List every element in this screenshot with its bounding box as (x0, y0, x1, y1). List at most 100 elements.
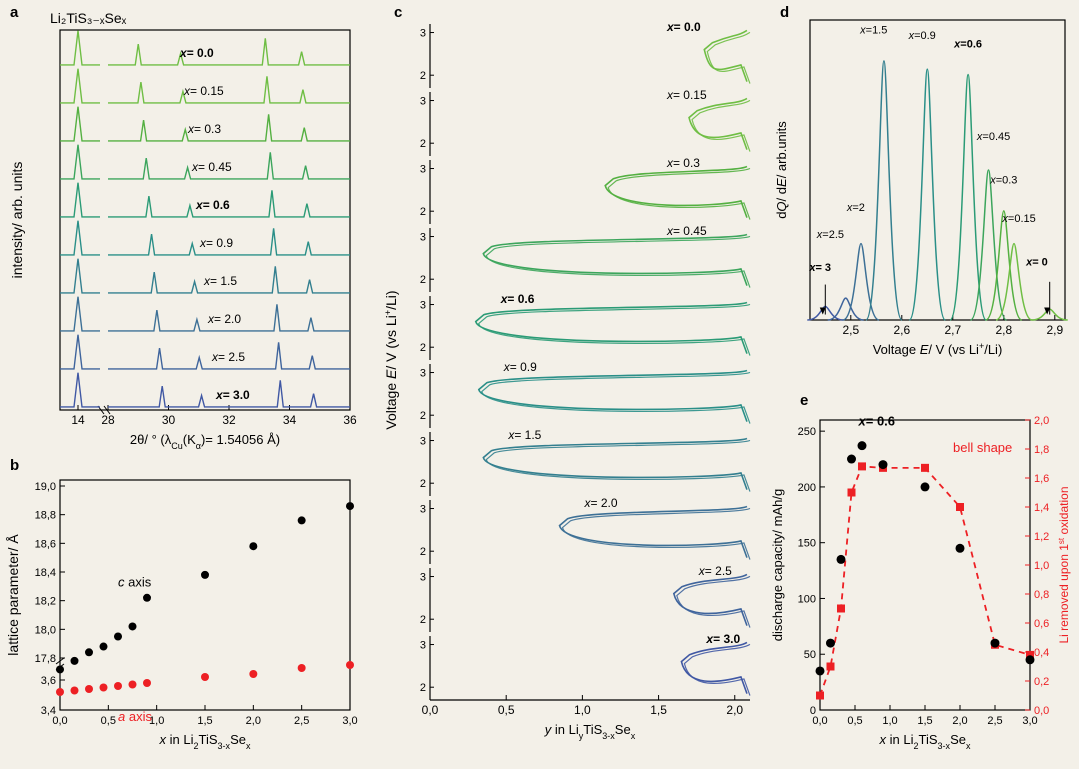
panel-e-ytick-left: 150 (798, 538, 816, 550)
xrd-curve-label: x= 1.5 (203, 274, 237, 288)
panel-e-xtick: 2,5 (987, 715, 1002, 727)
panel-d-xtick: 2,6 (893, 323, 910, 337)
dqde-peak (866, 61, 902, 320)
xrd-curve-label: x= 0.9 (199, 236, 233, 250)
panel-e-ytick-right: 0,4 (1034, 647, 1049, 659)
xrd-curve-label: x= 0.45 (191, 160, 232, 174)
panel-b-xtick: 0,5 (101, 715, 116, 727)
panel-c-ytick: 2 (420, 478, 426, 490)
cv-curve (681, 642, 747, 693)
capacity-point (816, 666, 825, 675)
cv-label: x= 0.15 (666, 88, 707, 102)
a-axis-point (143, 679, 151, 687)
cv-curve (689, 98, 747, 149)
li-removed-line (820, 466, 1030, 695)
panel-a-xtick: 34 (283, 413, 297, 427)
a-axis-point (129, 681, 137, 689)
dqde-peak (950, 75, 986, 320)
panel-c-xtick: 1,5 (650, 703, 667, 717)
panel-e-ytick-right: 1,2 (1034, 531, 1049, 543)
panel-e-ytick-right: 0,2 (1034, 676, 1049, 688)
li-removed-point (837, 605, 845, 613)
dqde-label: x=0.3 (989, 175, 1017, 187)
cv-label: x= 2.0 (584, 496, 618, 510)
panel-c-xtick: 0,0 (422, 703, 439, 717)
panel-b-ytick: 18,0 (35, 624, 56, 636)
panel-e-ytick-left: 0 (810, 705, 816, 717)
c-axis-point (143, 594, 151, 602)
panel-e-ytick-right: 1,0 (1034, 560, 1049, 572)
panel-b-xtick: 1,5 (197, 715, 212, 727)
xrd-curve-label: x= 0.0 (179, 46, 214, 60)
dqde-peak (909, 69, 945, 320)
cv-curve-2 (482, 372, 750, 423)
li-removed-point (858, 462, 866, 470)
panel-d-xtick: 2,9 (1046, 323, 1063, 337)
panel-d-xtick: 2,5 (842, 323, 859, 337)
panel-e-ytick-right: 1,4 (1034, 502, 1049, 514)
panel-e-xtick: 1,0 (882, 715, 897, 727)
a-axis-point (85, 685, 93, 693)
xrd-curve-label: x= 0.15 (183, 84, 224, 98)
li-removed-point (827, 663, 835, 671)
xrd-curve-label: x= 2.0 (207, 312, 241, 326)
dqde-label: x= 3 (808, 262, 831, 274)
capacity-point (991, 639, 1000, 648)
li-removed-point (848, 489, 856, 497)
panel-c-ytick: 3 (420, 572, 426, 584)
c-axis-point (100, 643, 108, 651)
panel-e-ylabel-left: discharge capacity/ mAh/g (770, 489, 785, 641)
cv-label: x= 0.3 (666, 156, 700, 170)
panel-d-xtick: 2,7 (944, 323, 961, 337)
panel-a-xtick: 28 (101, 413, 115, 427)
panel-c-ytick: 3 (420, 640, 426, 652)
li-removed-point (956, 503, 964, 511)
a-axis-point (249, 670, 257, 678)
panel-a-ylabel: intensity/ arb. units (9, 162, 25, 279)
panel-e-xtick: 2,0 (952, 715, 967, 727)
li-removed-point (816, 692, 824, 700)
panel-c-ytick: 2 (420, 614, 426, 626)
panel-e-ylabel-right: Li removed upon 1st oxidation (1057, 486, 1072, 643)
panel-c-xtick: 0,5 (498, 703, 515, 717)
panel-b-ytick: 18,6 (35, 538, 56, 550)
panel-b-xtick: 2,5 (294, 715, 309, 727)
panel-a-xlabel: 2θ/ ° (λCu(Kα)= 1.54056 Å) (130, 432, 280, 451)
panel-b-xtick: 2,0 (246, 715, 261, 727)
panel-a-xtick: 36 (343, 413, 357, 427)
panel-e-ytick-right: 0,0 (1034, 705, 1049, 717)
panel-c-ytick: 3 (420, 96, 426, 108)
panel-b-ytick: 18,4 (35, 567, 56, 579)
cv-curve-2 (692, 100, 750, 151)
c-axis-point (249, 542, 257, 550)
panel-a-xtick: 14 (71, 413, 85, 427)
dqde-label: x=0.9 (908, 30, 936, 42)
c-axis-point (85, 648, 93, 656)
panel-c-ytick: 2 (420, 682, 426, 694)
panel-d-xlabel: Voltage E/ V (vs Li+/Li) (873, 341, 1003, 357)
panel-b-ytick: 18,8 (35, 510, 56, 522)
panel-c-ylabel: Voltage E/ V (vs Li+/Li) (383, 290, 399, 429)
panel-c-ytick: 2 (420, 70, 426, 82)
dqde-label: x=0.45 (976, 131, 1010, 143)
panel-b-xlabel: x in Li2TiS3-xSex (159, 732, 251, 751)
panel-c-ytick: 3 (420, 232, 426, 244)
panel-e-ytick-left: 50 (804, 649, 816, 661)
panel-b-ytick: 17,8 (35, 653, 56, 665)
panel-c-ytick: 2 (420, 274, 426, 286)
panel-e-ytick-right: 0,8 (1034, 589, 1049, 601)
cv-curve-2 (684, 644, 750, 695)
cv-label: x= 3.0 (705, 632, 740, 646)
dqde-label: x=2 (846, 202, 865, 214)
panel-a-xtick: 32 (222, 413, 236, 427)
panel-e-ytick-right: 2,0 (1034, 415, 1049, 427)
capacity-point (956, 544, 965, 553)
panel-b-ytick: 3,6 (41, 675, 56, 687)
panel-e-ytick-right: 1,8 (1034, 444, 1049, 456)
panel-b-ytick: 18,2 (35, 596, 56, 608)
c-axis-point (129, 622, 137, 630)
cv-label: x= 1.5 (507, 428, 541, 442)
cv-label: x= 0.6 (500, 292, 535, 306)
a-axis-point (298, 664, 306, 672)
panel-c-ytick: 3 (420, 368, 426, 380)
